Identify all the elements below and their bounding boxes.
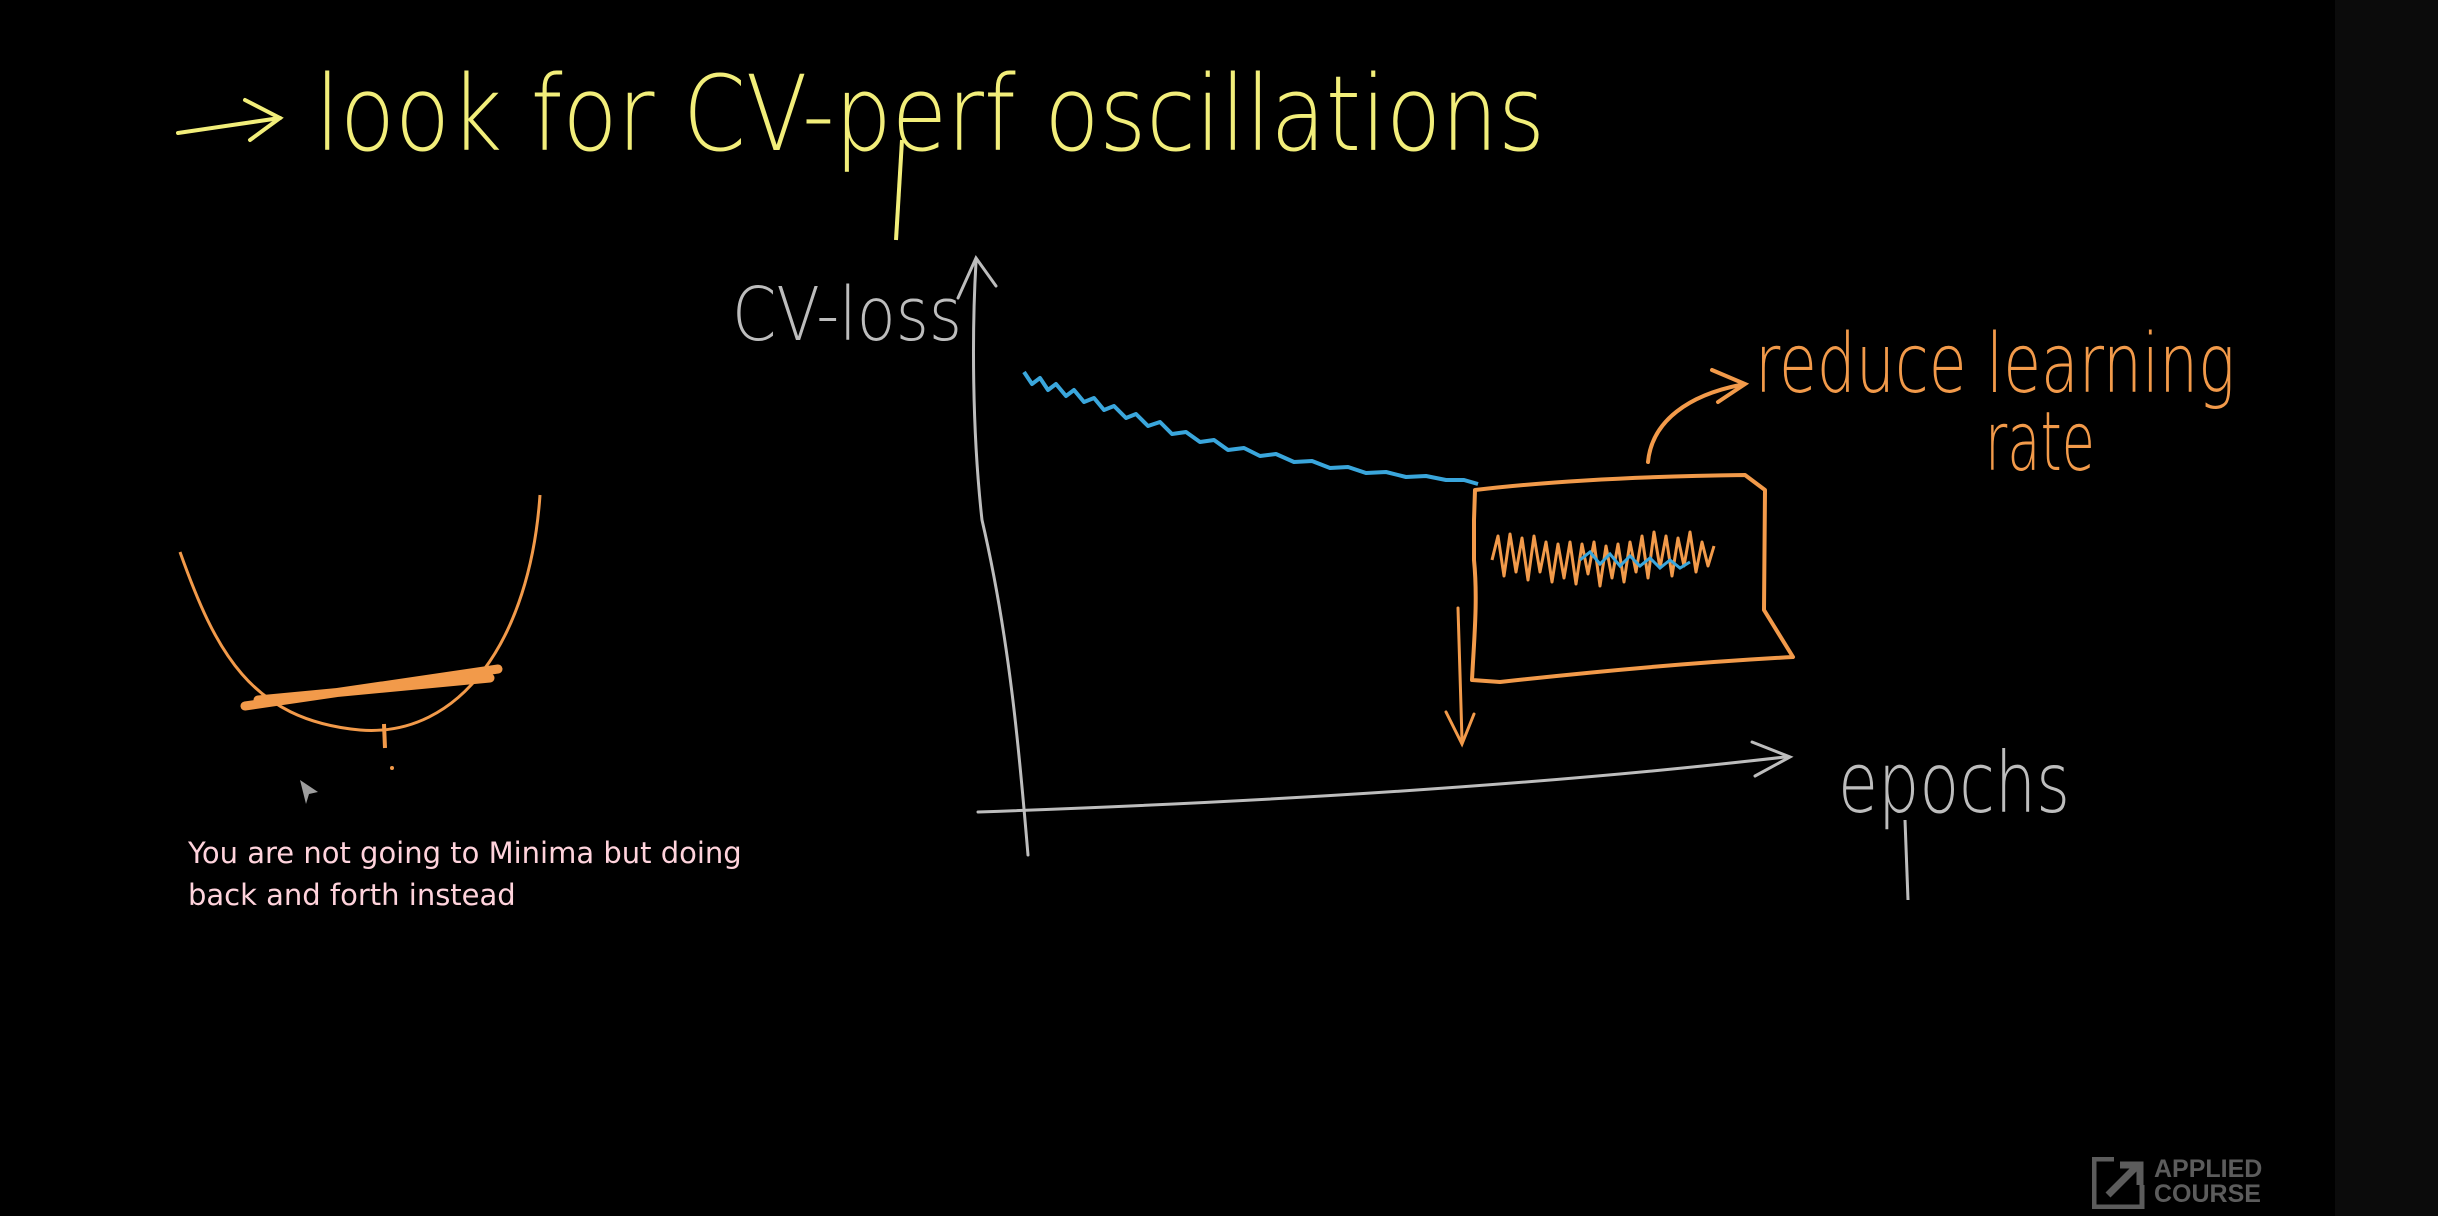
logo-text-line-2: COURSE bbox=[2154, 1180, 2261, 1208]
y-axis-arrowhead-icon bbox=[956, 255, 998, 300]
title-text: look for CV-perf oscillations bbox=[315, 53, 1545, 175]
annotation-text: reduce learning rate bbox=[1755, 317, 2261, 490]
cursor-icon bbox=[300, 780, 318, 804]
x-axis bbox=[976, 755, 1787, 814]
bowl-oscillation-stroke bbox=[240, 664, 503, 711]
title-arrow-icon bbox=[176, 98, 284, 142]
title-descender-stroke bbox=[894, 139, 904, 241]
side-panel bbox=[2335, 0, 2438, 1216]
oscillation-squiggle-orange bbox=[1490, 530, 1716, 588]
graph-axes bbox=[956, 255, 1794, 857]
logo-arrow-icon bbox=[2092, 1157, 2148, 1209]
annotation-arrow-icon bbox=[1646, 368, 1750, 464]
down-arrow-icon bbox=[1444, 606, 1476, 748]
applied-course-logo: APPLIED COURSE bbox=[2092, 1155, 2292, 1211]
annotation-line: rate bbox=[1985, 395, 2095, 490]
bowl-dot bbox=[390, 766, 394, 770]
oscillation-box bbox=[1470, 473, 1795, 684]
annotation-line: reduce learning bbox=[1755, 317, 2235, 412]
caption-line-2: back and forth instead bbox=[188, 878, 516, 912]
caption-line-1: You are not going to Minima but doing bbox=[188, 836, 742, 870]
loss-bowl bbox=[178, 494, 542, 732]
y-axis-label: CV-loss bbox=[732, 272, 962, 358]
bowl-minimum-tick bbox=[382, 723, 387, 749]
y-axis bbox=[972, 260, 1030, 857]
cv-loss-curve bbox=[1022, 370, 1479, 486]
x-axis-label: epochs bbox=[1838, 734, 2070, 832]
logo-text-line-1: APPLIED bbox=[2154, 1155, 2263, 1183]
x-axis-arrowhead-icon bbox=[1750, 740, 1794, 778]
epochs-tail-stroke bbox=[1903, 819, 1910, 901]
caption: You are not going to Minima but doing ba… bbox=[188, 832, 748, 916]
oscillation-squiggle-blue bbox=[1579, 549, 1691, 571]
